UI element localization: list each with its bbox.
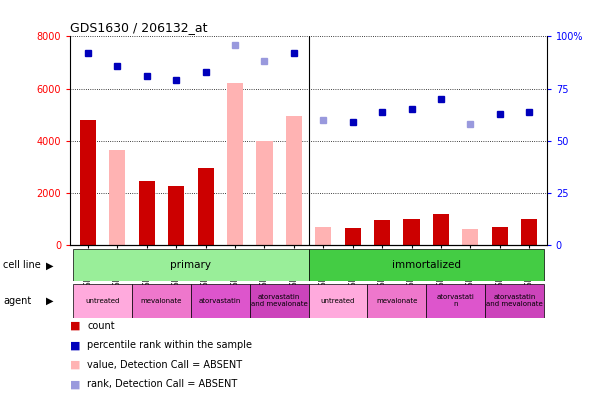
Text: rank, Detection Call = ABSENT: rank, Detection Call = ABSENT: [87, 379, 238, 389]
Text: ■: ■: [70, 360, 81, 370]
Bar: [521, 219, 537, 245]
Bar: [250, 284, 309, 318]
Bar: [109, 150, 125, 245]
Bar: [426, 284, 485, 318]
Bar: [374, 220, 390, 245]
Bar: [191, 284, 250, 318]
Text: atorvastatin
and mevalonate: atorvastatin and mevalonate: [251, 294, 307, 307]
Text: ■: ■: [70, 321, 81, 331]
Bar: [309, 284, 367, 318]
Text: count: count: [87, 321, 115, 331]
Bar: [168, 186, 185, 245]
Text: ■: ■: [70, 341, 81, 350]
Text: value, Detection Call = ABSENT: value, Detection Call = ABSENT: [87, 360, 243, 370]
Text: atorvastatin: atorvastatin: [199, 298, 241, 304]
Bar: [132, 284, 191, 318]
Bar: [492, 227, 508, 245]
Bar: [403, 219, 420, 245]
Bar: [197, 168, 214, 245]
Text: atorvastatin
and mevalonate: atorvastatin and mevalonate: [486, 294, 543, 307]
Bar: [73, 284, 132, 318]
Text: mevalonate: mevalonate: [376, 298, 417, 304]
Text: untreated: untreated: [321, 298, 355, 304]
Text: ▶: ▶: [46, 296, 54, 306]
Text: atorvastati
n: atorvastati n: [437, 294, 475, 307]
Text: ■: ■: [70, 379, 81, 389]
Text: mevalonate: mevalonate: [141, 298, 182, 304]
Bar: [73, 249, 309, 281]
Bar: [345, 228, 360, 245]
Bar: [463, 229, 478, 245]
Text: agent: agent: [3, 296, 31, 306]
Bar: [485, 284, 544, 318]
Bar: [227, 83, 243, 245]
Bar: [315, 227, 331, 245]
Text: ▶: ▶: [46, 260, 54, 270]
Bar: [286, 116, 302, 245]
Text: percentile rank within the sample: percentile rank within the sample: [87, 341, 252, 350]
Text: primary: primary: [170, 260, 211, 270]
Bar: [80, 120, 96, 245]
Text: untreated: untreated: [86, 298, 120, 304]
Bar: [257, 141, 273, 245]
Bar: [309, 249, 544, 281]
Bar: [367, 284, 426, 318]
Text: cell line: cell line: [3, 260, 41, 270]
Text: immortalized: immortalized: [392, 260, 461, 270]
Text: GDS1630 / 206132_at: GDS1630 / 206132_at: [70, 21, 208, 34]
Bar: [433, 214, 449, 245]
Bar: [139, 181, 155, 245]
